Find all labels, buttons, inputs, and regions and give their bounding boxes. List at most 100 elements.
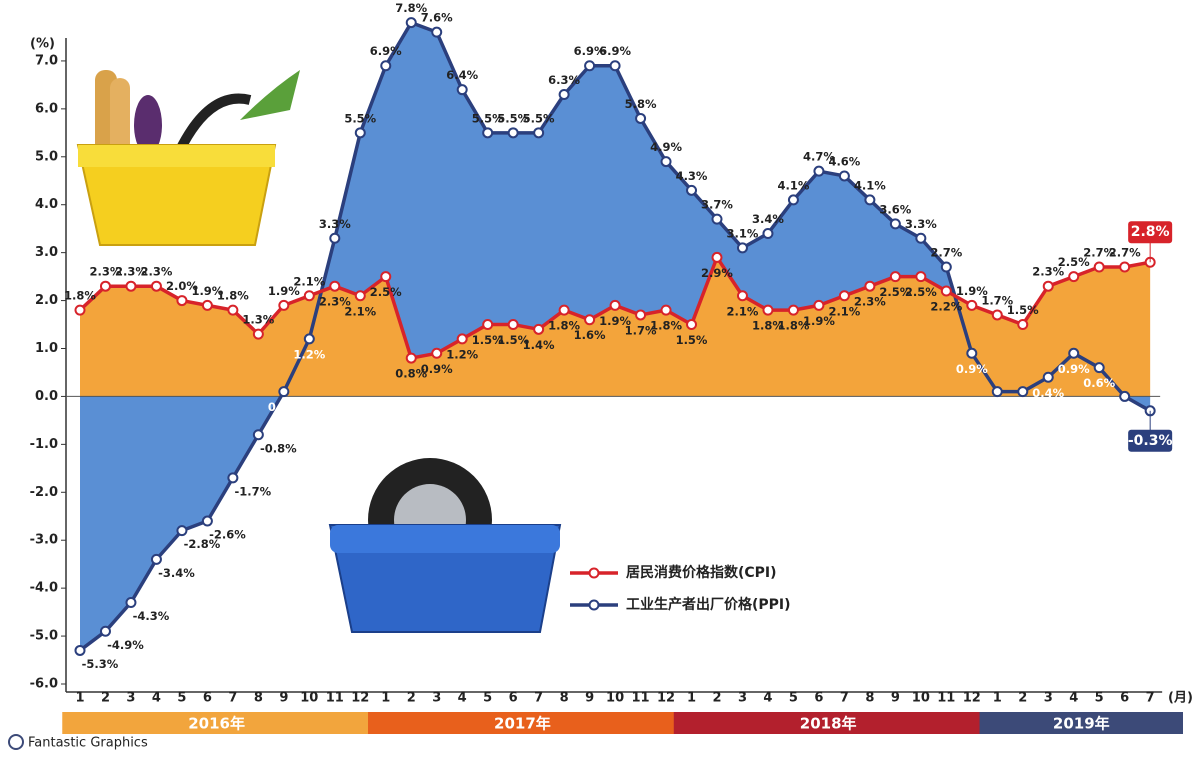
value-label: 0.9% bbox=[956, 362, 988, 376]
point bbox=[1119, 261, 1131, 273]
value-label: 1.9% bbox=[599, 314, 631, 328]
value-label: 2.3% bbox=[1032, 265, 1064, 279]
value-label: 6.4% bbox=[446, 68, 478, 82]
x-tick-label: 11 bbox=[326, 691, 344, 706]
value-label: 2.3% bbox=[854, 295, 886, 309]
x-tick-label: 11 bbox=[632, 691, 650, 706]
x-tick-label: 7 bbox=[840, 691, 849, 706]
point bbox=[303, 333, 315, 345]
y-tick-label: 3.0 bbox=[35, 245, 58, 260]
y-tick-label: -4.0 bbox=[30, 581, 58, 596]
value-label: 0.4% bbox=[1032, 386, 1064, 400]
x-tick-label: 1 bbox=[687, 691, 696, 706]
point bbox=[201, 515, 213, 527]
decor-food-basket bbox=[76, 70, 300, 246]
year-band bbox=[673, 712, 983, 734]
value-label: -4.9% bbox=[107, 638, 144, 652]
x-tick-label: 10 bbox=[912, 691, 930, 706]
point bbox=[456, 333, 468, 345]
point bbox=[813, 299, 825, 311]
value-label: 6.9% bbox=[370, 44, 402, 58]
x-tick-label: 9 bbox=[891, 691, 900, 706]
y-tick-label: 4.0 bbox=[35, 197, 58, 212]
legend-label: 居民消费价格指数(CPI) bbox=[626, 564, 777, 581]
value-label: 2.7% bbox=[1083, 246, 1115, 260]
source-icon bbox=[8, 734, 24, 750]
value-label: 1.8% bbox=[64, 289, 96, 303]
point bbox=[278, 386, 290, 398]
x-tick-label: 4 bbox=[1069, 691, 1078, 706]
value-label: 2.3% bbox=[115, 265, 147, 279]
value-label: 1.9% bbox=[956, 284, 988, 298]
value-label: 2.9% bbox=[701, 266, 733, 280]
point bbox=[125, 280, 137, 292]
value-label: -3.4% bbox=[158, 566, 195, 580]
value-label: -0.3% bbox=[1128, 433, 1173, 449]
x-tick-label: 1 bbox=[381, 691, 390, 706]
value-label: 1.7% bbox=[625, 323, 657, 337]
x-tick-label: 3 bbox=[126, 691, 135, 706]
value-label: 4.1% bbox=[854, 178, 886, 192]
point bbox=[1017, 386, 1029, 398]
point bbox=[1093, 261, 1105, 273]
x-tick-label: 6 bbox=[814, 691, 823, 706]
point bbox=[227, 304, 239, 316]
value-label: 1.2% bbox=[293, 347, 325, 361]
point bbox=[660, 156, 672, 168]
x-tick-label: 4 bbox=[763, 691, 772, 706]
x-tick-label: 12 bbox=[963, 691, 981, 706]
value-label: 1.7% bbox=[981, 293, 1013, 307]
year-label: 2019年 bbox=[1053, 715, 1110, 733]
x-unit-label: (月) bbox=[1168, 691, 1193, 706]
x-tick-label: 5 bbox=[1095, 691, 1104, 706]
point bbox=[125, 597, 137, 609]
point bbox=[329, 232, 341, 244]
value-label: 5.5% bbox=[523, 111, 555, 125]
value-label: -4.3% bbox=[133, 609, 170, 623]
point bbox=[1068, 271, 1080, 283]
value-label: 0.6% bbox=[1083, 376, 1115, 390]
point bbox=[456, 84, 468, 96]
value-label: 1.4% bbox=[523, 338, 555, 352]
value-label: 1.5% bbox=[676, 333, 708, 347]
value-label: 1.8% bbox=[217, 289, 249, 303]
value-label: 0.9% bbox=[421, 362, 453, 376]
value-label: 3.4% bbox=[752, 212, 784, 226]
point bbox=[686, 319, 698, 331]
value-label: -5.3% bbox=[82, 657, 119, 671]
y-tick-label: -1.0 bbox=[30, 437, 58, 452]
point bbox=[431, 26, 443, 38]
point bbox=[635, 309, 647, 321]
point bbox=[940, 261, 952, 273]
point bbox=[533, 127, 545, 139]
value-label: 4.7% bbox=[803, 150, 835, 164]
source: Fantastic Graphics bbox=[28, 736, 148, 751]
point bbox=[201, 299, 213, 311]
x-tick-label: 3 bbox=[1044, 691, 1053, 706]
point bbox=[252, 328, 264, 340]
value-label: 2.3% bbox=[90, 265, 122, 279]
point bbox=[405, 17, 417, 29]
x-tick-label: 7 bbox=[1146, 691, 1155, 706]
value-label: 2.8% bbox=[1131, 224, 1170, 240]
legend-marker bbox=[588, 599, 600, 611]
y-tick-label: 2.0 bbox=[35, 293, 58, 308]
point bbox=[889, 271, 901, 283]
point bbox=[864, 280, 876, 292]
areas bbox=[80, 22, 1151, 651]
y-tick-label: -3.0 bbox=[30, 533, 58, 548]
value-label: 2.7% bbox=[930, 246, 962, 260]
value-label: 1.3% bbox=[242, 313, 274, 327]
x-tick-label: 6 bbox=[203, 691, 212, 706]
y-tick-label: -2.0 bbox=[30, 485, 58, 500]
point bbox=[74, 304, 86, 316]
value-label: 3.3% bbox=[319, 217, 351, 231]
point bbox=[533, 323, 545, 335]
point bbox=[1042, 280, 1054, 292]
value-label: 2.2% bbox=[930, 299, 962, 313]
y-tick-label: 5.0 bbox=[35, 149, 58, 164]
x-tick-label: 10 bbox=[300, 691, 318, 706]
point bbox=[915, 271, 927, 283]
value-label: -2.8% bbox=[184, 537, 221, 551]
x-tick-label: 9 bbox=[279, 691, 288, 706]
